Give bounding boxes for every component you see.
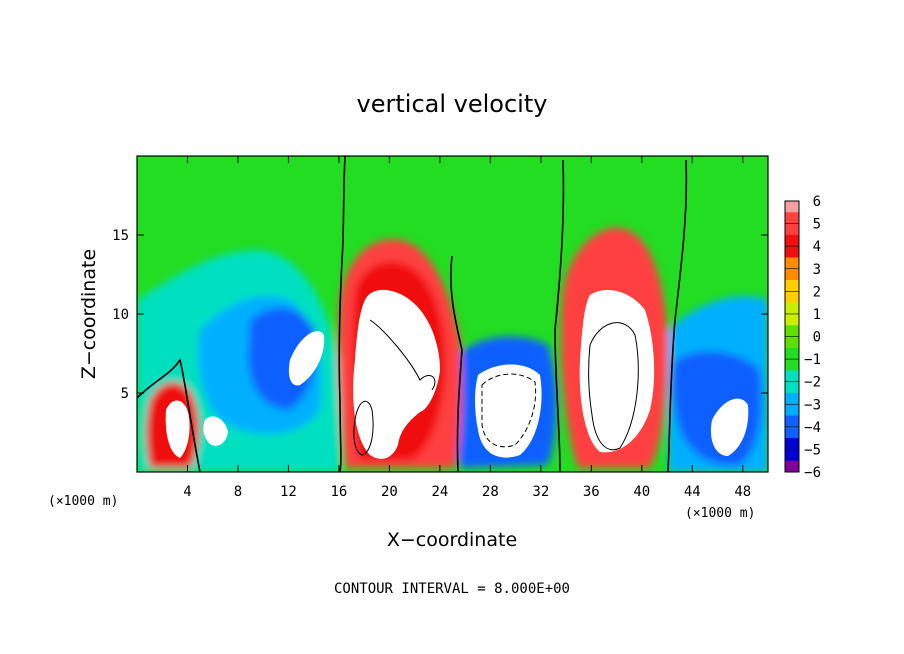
colorbar-swatch: [785, 234, 799, 247]
downdraft-core-right: [710, 398, 749, 456]
y-tick-label: 5: [121, 386, 129, 402]
negative-contours: [481, 373, 537, 448]
colorbar-label: 3: [813, 262, 821, 278]
updraft-core-left: [165, 400, 190, 458]
updraft-core-right: [579, 290, 655, 453]
colorbar-label: 0: [813, 330, 821, 346]
colorbar-swatch: [785, 201, 799, 213]
colorbar-swatch: [785, 246, 799, 258]
downdraft-core-left-a: [288, 331, 325, 386]
colorbar-swatch: [785, 460, 799, 473]
y-tick-label: 15: [112, 228, 129, 244]
colorbar-label: 5: [813, 217, 821, 233]
colorbar-swatch: [785, 449, 799, 462]
colorbar-swatch: [785, 415, 799, 428]
colorbar-label: −2: [804, 375, 821, 391]
colorbar-swatch: [785, 302, 799, 315]
x-unit-label-left: (×1000 m): [48, 494, 118, 509]
contour-interval-note: CONTOUR INTERVAL = 8.000E+00: [334, 581, 570, 597]
y-tick-label: 10: [112, 307, 129, 323]
colorbar-swatch: [785, 223, 799, 236]
x-tick-label: 4: [183, 484, 191, 500]
colorbar-swatch: [785, 404, 799, 417]
chart-title: vertical velocity: [357, 90, 548, 118]
colorbar-swatch: [785, 426, 799, 439]
x-tick-label: 8: [234, 484, 242, 500]
x-tick-label: 48: [734, 484, 751, 500]
x-tick-label: 16: [330, 484, 347, 500]
colorbar-swatch: [785, 438, 799, 450]
colorbar-label: −3: [804, 397, 821, 413]
colorbar-swatch: [785, 381, 799, 394]
x-tick-label: 24: [431, 484, 448, 500]
x-axis-ticks: 4 8 12 16 20 24 28 32 36 40 44 48: [183, 156, 751, 500]
downdraft-core-mid: [475, 364, 542, 458]
colorbar-label: −6: [804, 465, 821, 481]
x-axis-label: X−coordinate: [387, 529, 517, 551]
colorbar-swatch: [785, 347, 799, 360]
x-tick-label: 36: [583, 484, 600, 500]
colorbar-label: 4: [813, 239, 821, 255]
colorbar-swatch: [785, 291, 799, 304]
colorbar-swatch: [785, 313, 799, 326]
y-axis-ticks: 5 10 15: [112, 228, 768, 402]
colorbar-swatch: [785, 280, 799, 292]
colorbar-swatch: [785, 359, 799, 371]
colorbar-swatch: [785, 336, 799, 349]
colorbar-swatch: [785, 212, 799, 225]
y-axis-label: Z−coordinate: [78, 249, 100, 379]
x-tick-label: 32: [532, 484, 549, 500]
colorbar-label: 1: [813, 307, 821, 323]
downdraft-core-left-b: [203, 416, 228, 446]
x-tick-label: 28: [482, 484, 499, 500]
zero-contours: [137, 156, 688, 472]
colorbar-swatch: [785, 257, 799, 270]
x-unit-label-right: (×1000 m): [685, 506, 755, 521]
updraft-core-center: [353, 289, 440, 459]
colorbar-label: −1: [804, 352, 821, 368]
positive-contours: [353, 319, 639, 456]
colorbar-swatch: [785, 325, 799, 337]
colorbar-label: −4: [804, 420, 821, 436]
colorbar-swatch: [785, 370, 799, 383]
colorbar: 6 5 4 3 2 1 0 −1 −2 −3 −4 −5 −6: [784, 194, 821, 481]
colorbar-label: 2: [813, 284, 821, 300]
colorbar-label: 6: [813, 194, 821, 210]
colorbar-label: −5: [804, 442, 821, 458]
x-tick-label: 12: [280, 484, 297, 500]
x-tick-label: 20: [381, 484, 398, 500]
x-tick-label: 40: [633, 484, 650, 500]
colorbar-swatch: [785, 268, 799, 281]
x-tick-label: 44: [684, 484, 701, 500]
plot-area: [137, 156, 768, 472]
colorbar-swatch: [785, 392, 799, 405]
